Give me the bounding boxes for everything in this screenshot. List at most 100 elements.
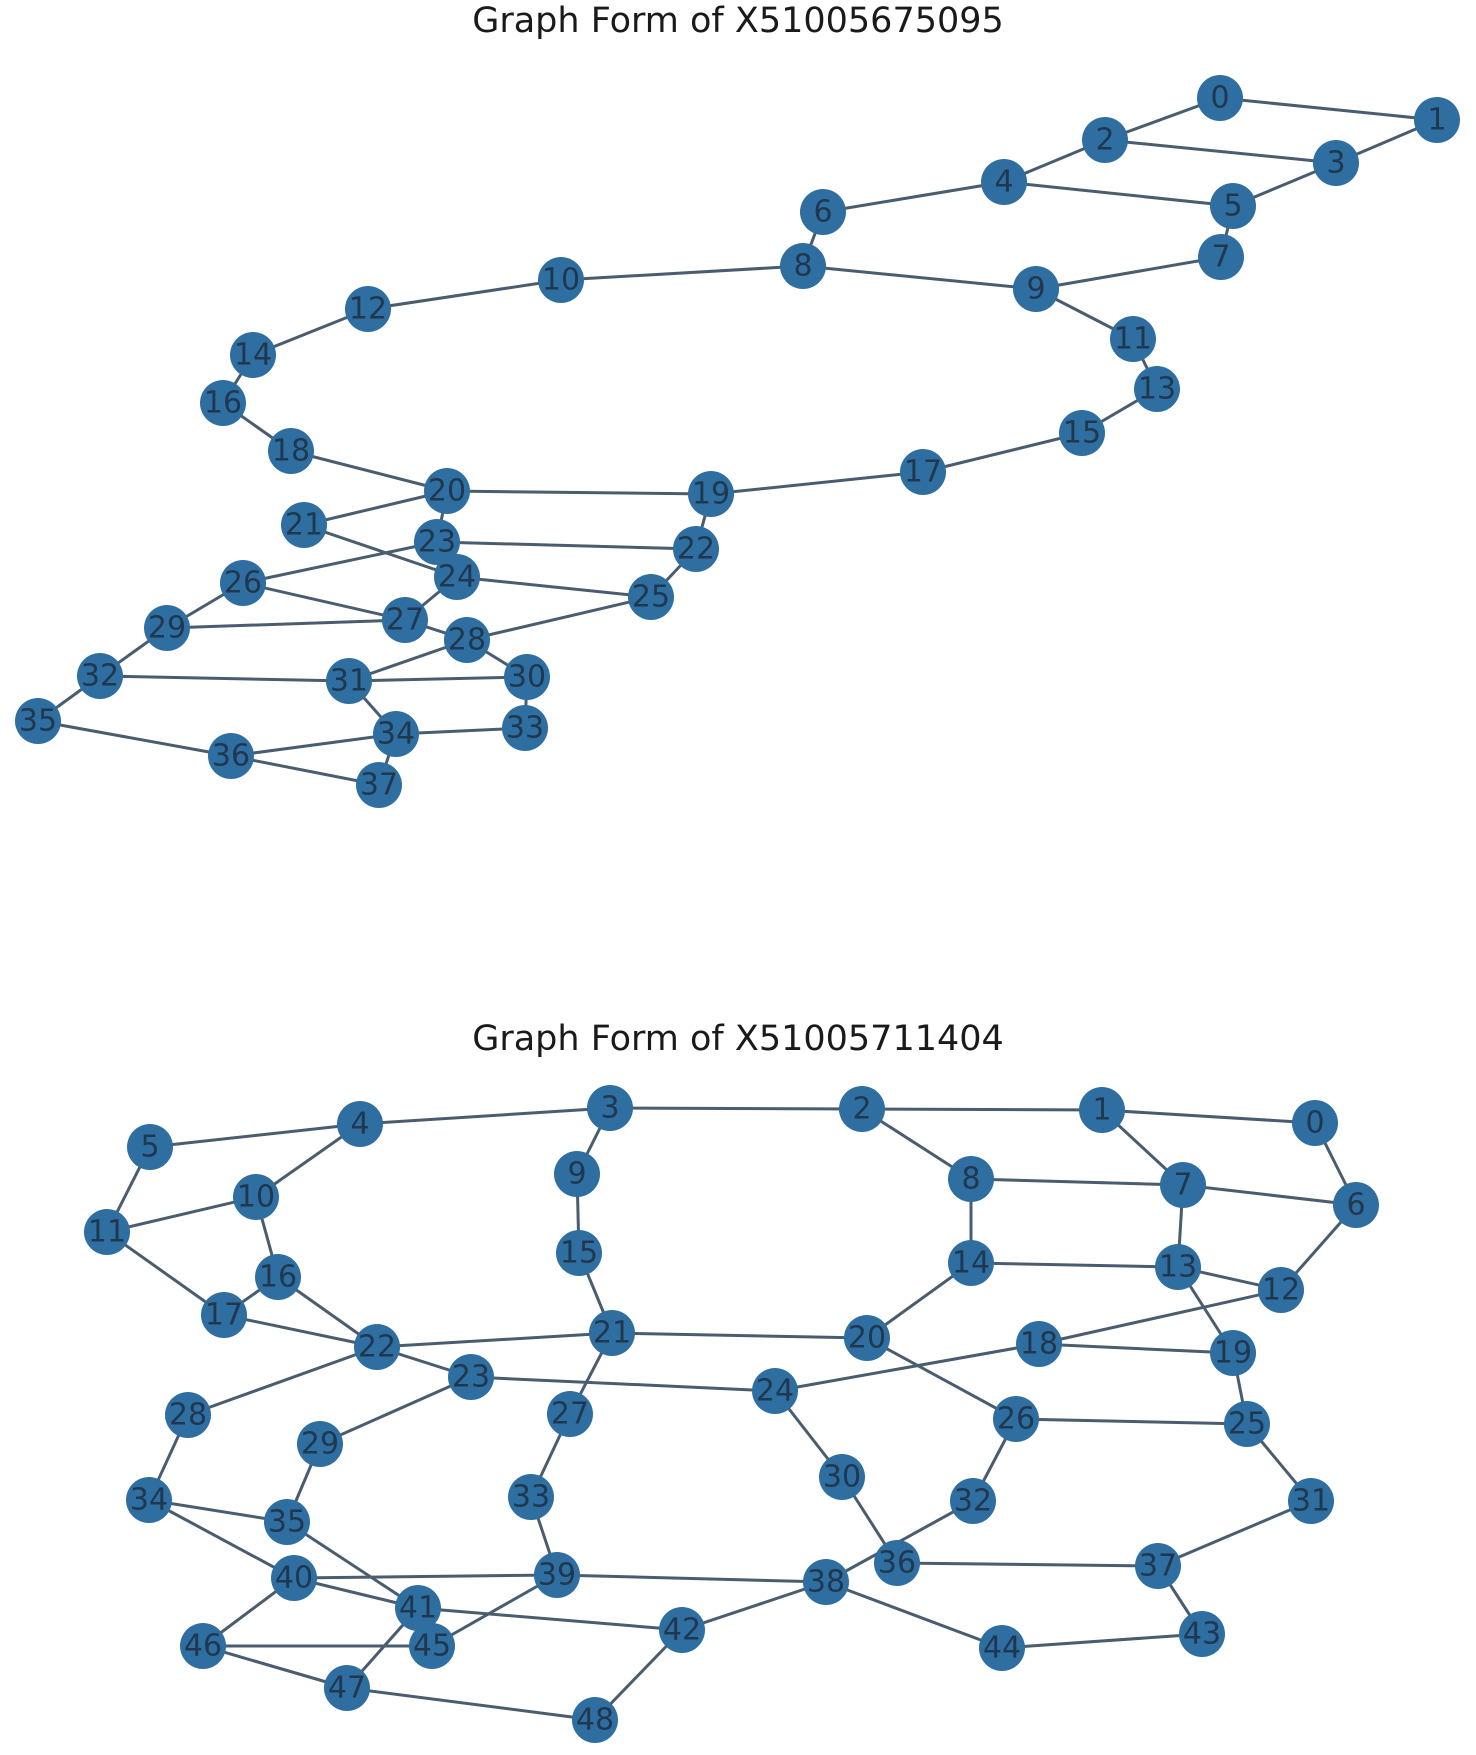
graph-node: 18 (268, 428, 314, 474)
graph-edge (230, 732, 397, 758)
node-circle (948, 1156, 994, 1202)
graph-node: 13 (1134, 366, 1180, 412)
graph-edge (456, 575, 652, 599)
graph-edge (446, 489, 712, 496)
node-label: 17 (904, 455, 942, 490)
graph-node: 24 (434, 554, 480, 600)
graph-edge (560, 264, 804, 282)
node-label: 33 (512, 1480, 550, 1515)
node-label: 29 (301, 1427, 339, 1462)
graph-node: 18 (1016, 1321, 1062, 1367)
graph-node: 24 (752, 1368, 798, 1414)
node-circle (1016, 1321, 1062, 1367)
graph-node: 5 (1210, 183, 1256, 229)
graph-node: 30 (504, 654, 550, 700)
graph-node: 2 (839, 1086, 885, 1132)
graph-node: 35 (264, 1499, 310, 1545)
graph-node: 41 (395, 1585, 441, 1631)
graph-node: 22 (673, 526, 719, 572)
node-label: 38 (807, 1565, 845, 1600)
node-circle (180, 1623, 226, 1669)
node-label: 24 (438, 560, 476, 595)
node-circle (208, 733, 254, 779)
node-label: 18 (1020, 1327, 1058, 1362)
graph-edge (1101, 1108, 1316, 1125)
node-circle (281, 502, 327, 548)
node-circle (1210, 1330, 1256, 1376)
graph-node: 42 (659, 1607, 705, 1653)
graph-title: Graph Form of X51005675095 (472, 1, 1004, 41)
node-circle (326, 658, 372, 704)
node-circle (673, 526, 719, 572)
node-circle (264, 1499, 310, 1545)
graph-edge (556, 1573, 827, 1584)
graph-edge (470, 1375, 776, 1393)
graph-edge (1035, 255, 1222, 291)
node-label: 33 (506, 711, 544, 746)
node-label: 10 (542, 263, 580, 298)
node-circle (979, 1625, 1025, 1671)
graph-edge (293, 1573, 558, 1580)
graph-edge (286, 1520, 419, 1610)
node-circle (572, 1697, 618, 1743)
graph-node: 33 (508, 1474, 554, 1520)
graph-edge (1157, 1499, 1312, 1568)
node-circle (354, 1324, 400, 1370)
node-label: 22 (677, 532, 715, 567)
node-label: 35 (268, 1505, 306, 1540)
graph-node: 11 (1110, 316, 1156, 362)
graph-edge (825, 1580, 1003, 1650)
node-circle (504, 654, 550, 700)
graph-node: 35 (15, 698, 61, 744)
graph-node: 0 (1197, 75, 1243, 121)
node-label: 5 (140, 1130, 159, 1165)
graph-node: 37 (356, 762, 402, 808)
graph-node: 1 (1079, 1087, 1125, 1133)
node-label: 3 (1326, 146, 1345, 181)
node-label: 34 (377, 717, 415, 752)
graph-node: 32 (77, 653, 123, 699)
node-circle (1210, 183, 1256, 229)
node-label: 21 (593, 1316, 631, 1351)
node-circle (84, 1209, 130, 1255)
graph-node: 45 (409, 1623, 455, 1669)
node-label: 34 (130, 1483, 168, 1518)
graph-node: 23 (448, 1354, 494, 1400)
graph-edge (242, 581, 406, 622)
node-label: 20 (848, 1321, 886, 1356)
graph-node: 31 (326, 658, 372, 704)
graph-node: 32 (950, 1478, 996, 1524)
node-label: 15 (1063, 416, 1101, 451)
graph-edge (1182, 1183, 1357, 1207)
node-circle (502, 705, 548, 751)
graph-edge (202, 1644, 348, 1690)
node-circle (324, 1665, 370, 1711)
node-circle (200, 380, 246, 426)
graph-node: 16 (255, 1254, 301, 1300)
node-label: 36 (878, 1546, 916, 1581)
graph-edge (922, 431, 1083, 474)
graph-node: 25 (628, 574, 674, 620)
node-label: 8 (793, 249, 812, 284)
node-label: 27 (386, 603, 424, 638)
node-label: 0 (1210, 81, 1229, 116)
node-circle (803, 1559, 849, 1605)
node-label: 44 (983, 1631, 1021, 1666)
graph-node: 2 (1082, 117, 1128, 163)
graph-node: 28 (444, 617, 490, 663)
node-label: 13 (1159, 1250, 1197, 1285)
node-label: 14 (952, 1246, 990, 1281)
node-circle (800, 189, 846, 235)
node-label: 19 (692, 477, 730, 512)
graph-edge (1015, 1417, 1248, 1426)
graph-node: 15 (1059, 410, 1105, 456)
node-circle (1082, 117, 1128, 163)
node-label: 26 (997, 1402, 1035, 1437)
graph-edge (710, 470, 924, 496)
node-circle (201, 1292, 247, 1338)
node-circle (165, 1392, 211, 1438)
node-circle (752, 1368, 798, 1414)
node-circle (395, 1585, 441, 1631)
node-label: 10 (237, 1180, 275, 1215)
graph-edge (37, 719, 232, 758)
